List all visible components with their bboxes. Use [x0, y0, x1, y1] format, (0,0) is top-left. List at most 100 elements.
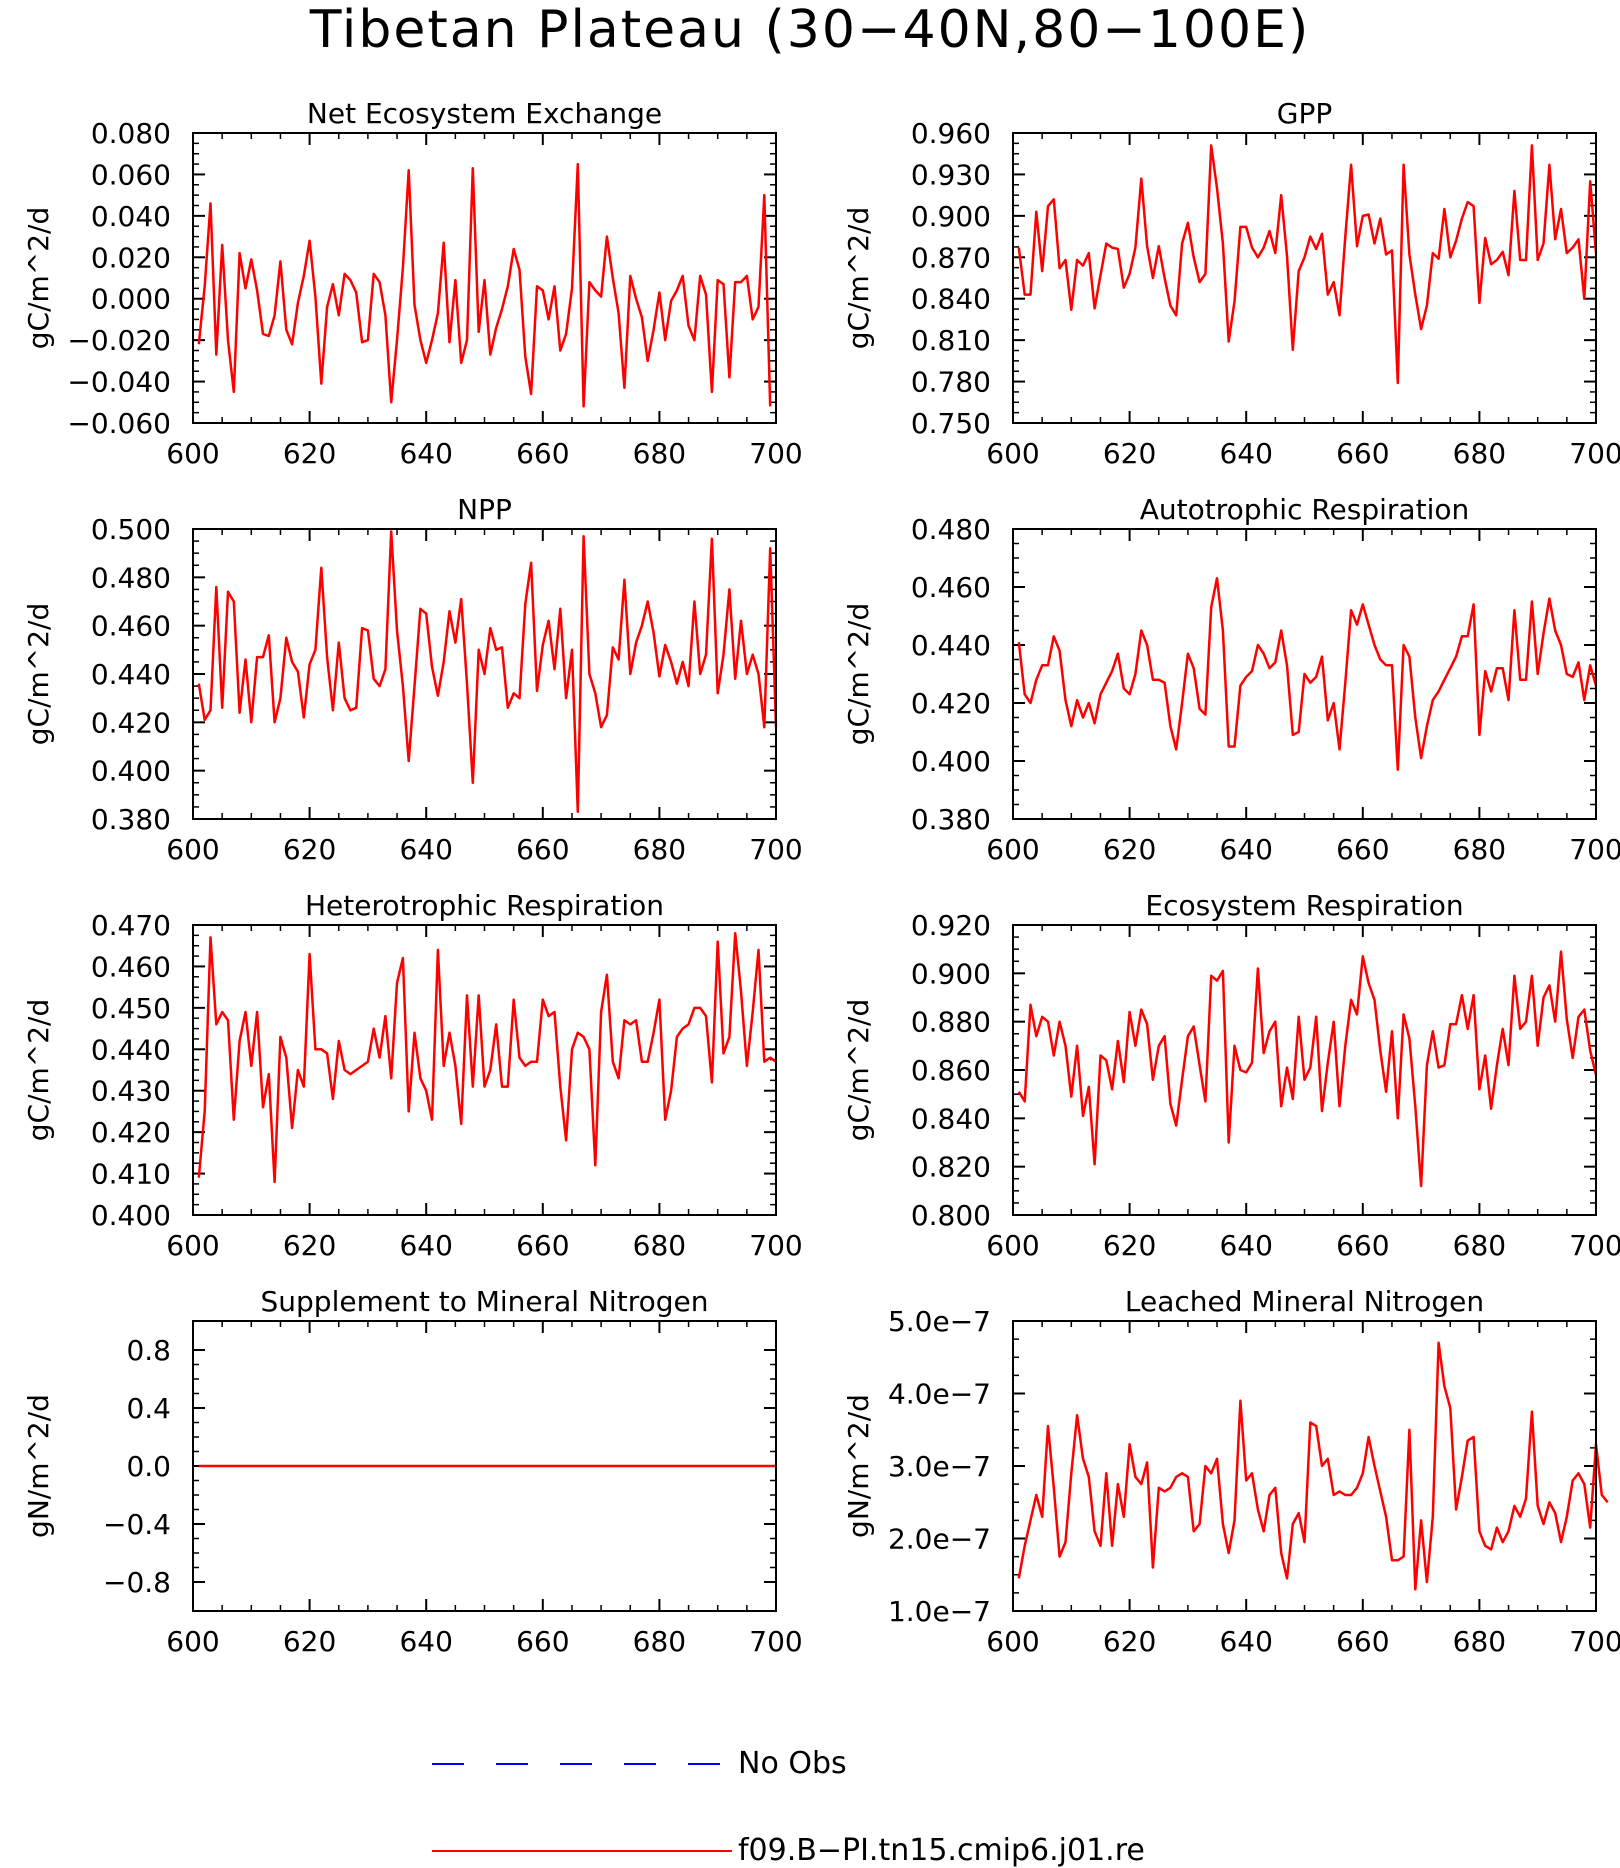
y-tick-label: 0.930	[911, 158, 991, 191]
y-axis-label: gC/m^2/d	[842, 603, 875, 746]
y-tick-label: 1.0e−7	[888, 1595, 991, 1628]
plot-frame	[192, 132, 777, 424]
y-tick-label: 0.820	[911, 1151, 991, 1184]
y-tick-label: 0.380	[911, 803, 991, 836]
plot-frame	[1012, 1320, 1597, 1612]
x-tick-label: 700	[1569, 1229, 1620, 1262]
x-tick-label: 700	[1569, 437, 1620, 470]
x-tick-label: 660	[516, 437, 569, 470]
series-line	[1017, 1341, 1609, 1591]
x-tick-label: 600	[986, 1229, 1039, 1262]
panel-title: Supplement to Mineral Nitrogen	[261, 1285, 709, 1318]
x-tick-label: 680	[633, 437, 686, 470]
y-tick-label: 0.460	[91, 950, 171, 983]
y-tick-label: 0.020	[91, 241, 171, 274]
y-tick-label: 0.400	[91, 755, 171, 788]
y-tick-label: 0.000	[91, 283, 171, 316]
x-tick-label: 620	[1103, 1229, 1156, 1262]
y-tick-label: 0.480	[911, 513, 991, 546]
x-tick-label: 600	[166, 833, 219, 866]
y-tick-label: 0.900	[911, 200, 991, 233]
y-tick-label: 0.960	[911, 117, 991, 150]
x-tick-label: 640	[399, 833, 452, 866]
plot-frame	[192, 924, 777, 1216]
x-tick-label: 600	[166, 1229, 219, 1262]
x-tick-label: 620	[1103, 833, 1156, 866]
x-tick-label: 680	[1453, 1229, 1506, 1262]
y-axis-label: gC/m^2/d	[22, 603, 55, 746]
chart-panel: Leached Mineral Nitrogen gN/m^2/d 600 620 64…	[842, 1285, 1620, 1658]
x-tick-label: 600	[986, 833, 1039, 866]
x-tick-label: 660	[1336, 437, 1389, 470]
y-tick-label: 3.0e−7	[888, 1450, 991, 1483]
x-tick-label: 640	[1219, 1229, 1272, 1262]
x-tick-label: 600	[986, 1625, 1039, 1658]
panels: Net Ecosystem Exchange gC/m^2/d 600 620 640 6…	[22, 97, 1620, 1658]
plot-frame	[192, 1320, 777, 1612]
y-tick-label: 4.0e−7	[888, 1378, 991, 1411]
x-tick-label: 600	[986, 437, 1039, 470]
y-tick-label: −0.040	[67, 366, 171, 399]
chart-panel: Autotrophic Respiration gC/m^2/d 600 620 640…	[842, 493, 1620, 866]
x-tick-label: 700	[1569, 1625, 1620, 1658]
x-tick-label: 660	[1336, 1229, 1389, 1262]
panel-title: Net Ecosystem Exchange	[307, 97, 662, 130]
plot-frame	[1012, 924, 1597, 1216]
plot-frame	[192, 528, 777, 820]
x-tick-label: 660	[516, 1625, 569, 1658]
y-tick-label: −0.060	[67, 407, 171, 440]
y-tick-label: 0.4	[126, 1392, 171, 1425]
y-tick-label: 0.0	[126, 1450, 171, 1483]
x-tick-label: 620	[283, 437, 336, 470]
panel-title: Ecosystem Respiration	[1145, 889, 1463, 922]
y-axis-label: gC/m^2/d	[22, 999, 55, 1142]
y-axis-label: gN/m^2/d	[22, 1394, 55, 1538]
series-line	[197, 530, 778, 814]
y-tick-label: 0.450	[91, 992, 171, 1025]
y-tick-label: 0.400	[911, 745, 991, 778]
plot-frame	[1012, 528, 1597, 820]
x-tick-label: 700	[749, 1625, 802, 1658]
chart-panel: Net Ecosystem Exchange gC/m^2/d 600 620 640 6…	[22, 97, 803, 470]
series-line	[197, 932, 777, 1184]
panel-title: Leached Mineral Nitrogen	[1125, 1285, 1484, 1318]
y-tick-label: 0.400	[91, 1199, 171, 1232]
legend-model-label: f09.B−PI.tn15.cmip6.j01.re	[738, 1833, 1145, 1868]
x-tick-label: 620	[1103, 1625, 1156, 1658]
x-tick-label: 640	[1219, 437, 1272, 470]
y-tick-label: 0.810	[911, 324, 991, 357]
y-tick-label: 5.0e−7	[888, 1305, 991, 1338]
x-tick-label: 620	[283, 1229, 336, 1262]
panel-title: Heterotrophic Respiration	[305, 889, 664, 922]
x-tick-label: 640	[1219, 1625, 1272, 1658]
series-line	[197, 162, 772, 408]
y-tick-label: 0.920	[911, 909, 991, 942]
y-axis-label: gC/m^2/d	[22, 207, 55, 350]
chart-panel: GPP gC/m^2/d 600 620 640 660 680 700 0.750 0.780 0…	[842, 97, 1620, 470]
series-line	[1017, 577, 1598, 771]
panel-title: NPP	[457, 493, 512, 526]
x-tick-label: 680	[633, 1229, 686, 1262]
x-tick-label: 660	[516, 1229, 569, 1262]
y-axis-label: gN/m^2/d	[842, 1394, 875, 1538]
x-tick-label: 680	[1453, 437, 1506, 470]
y-tick-label: 0.460	[91, 610, 171, 643]
y-tick-label: 0.800	[911, 1199, 991, 1232]
x-tick-label: 620	[1103, 437, 1156, 470]
y-tick-label: 0.410	[91, 1158, 171, 1191]
chart-panel: Supplement to Mineral Nitrogen gN/m^2/d 60…	[22, 1285, 803, 1658]
y-tick-label: 0.380	[91, 803, 171, 836]
y-tick-label: 0.430	[91, 1075, 171, 1108]
x-tick-label: 700	[1569, 833, 1620, 866]
y-tick-label: 0.840	[911, 1102, 991, 1135]
y-axis-label: gC/m^2/d	[842, 207, 875, 350]
series-line	[1017, 144, 1598, 385]
x-tick-label: 700	[749, 437, 802, 470]
y-tick-label: 0.480	[91, 561, 171, 594]
figure-title: Tibetan Plateau (30−40N,80−100E)	[309, 0, 1311, 60]
y-tick-label: 0.880	[911, 1006, 991, 1039]
x-tick-label: 600	[166, 437, 219, 470]
y-tick-label: 0.750	[911, 407, 991, 440]
panel-title: Autotrophic Respiration	[1140, 493, 1469, 526]
